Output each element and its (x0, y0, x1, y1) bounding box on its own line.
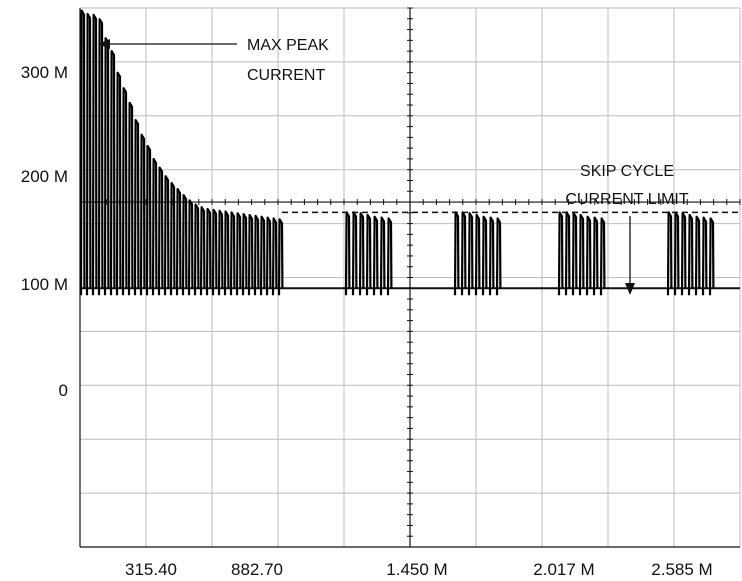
current-spike (488, 216, 495, 296)
current-spike (133, 119, 140, 296)
current-spike (460, 211, 467, 296)
x-tick-label: 1.450 M (386, 560, 447, 579)
current-spike (467, 212, 474, 296)
current-spike (599, 217, 606, 296)
current-spike (211, 208, 218, 296)
x-tick-labels: 315.40 882.70 1.450 M 2.017 M 2.585 M (125, 560, 713, 579)
current-spike (564, 211, 571, 296)
current-spike (365, 213, 372, 296)
current-spike (708, 217, 715, 296)
skip-cycle-annotation: SKIP CYCLE CURRENT LIMIT (565, 163, 689, 295)
current-spike (145, 144, 152, 296)
current-spike (217, 209, 224, 296)
current-spike (578, 213, 585, 296)
current-spike (592, 216, 599, 296)
current-spike (151, 157, 158, 296)
current-spike (253, 214, 260, 296)
skip-cycle-arrowhead (625, 283, 635, 295)
current-spike (91, 13, 98, 296)
y-tick-label: 0 (59, 381, 68, 400)
current-spike (481, 215, 488, 296)
max-peak-arrowhead (98, 39, 110, 49)
current-spike (103, 37, 110, 296)
current-spike (115, 71, 122, 296)
current-spike (687, 213, 694, 296)
current-spike (701, 216, 708, 296)
current-spike (351, 211, 358, 296)
current-spike (79, 9, 86, 296)
current-spike (386, 217, 393, 296)
current-spike (127, 101, 134, 296)
current-spike (109, 50, 116, 296)
current-spike (163, 175, 170, 296)
x-tick-label: 315.40 (125, 560, 177, 579)
current-spike (680, 212, 687, 296)
current-spike (85, 12, 92, 296)
current-spike (205, 207, 212, 296)
x-tick-label: 882.70 (231, 560, 283, 579)
current-spike (666, 211, 673, 296)
skip-cycle-label-line2: CURRENT LIMIT (565, 191, 688, 208)
current-spike (157, 166, 164, 296)
current-spike (694, 215, 701, 296)
current-spike (358, 212, 365, 296)
current-spike (571, 212, 578, 296)
max-peak-annotation: MAX PEAK CURRENT (98, 37, 329, 84)
current-waveform (79, 9, 740, 296)
max-peak-label-line1: MAX PEAK (247, 37, 329, 54)
current-spike (495, 217, 502, 296)
current-spike (344, 211, 351, 296)
current-spike (175, 188, 182, 296)
current-spike (557, 211, 564, 296)
current-spike (379, 216, 386, 296)
y-tick-labels: 300 M 200 M 100 M 0 (21, 63, 68, 400)
current-spike (259, 215, 266, 296)
current-spike (139, 133, 146, 296)
max-peak-label-line2: CURRENT (247, 67, 325, 84)
current-spike (97, 18, 104, 296)
x-tick-label: 2.017 M (533, 560, 594, 579)
current-spike (453, 211, 460, 296)
current-spike (199, 206, 206, 296)
x-tick-label: 2.585 M (651, 560, 712, 579)
current-spike (372, 215, 379, 296)
y-tick-label: 100 M (21, 275, 68, 294)
current-spike (235, 212, 242, 296)
skip-cycle-label-line1: SKIP CYCLE (580, 163, 674, 180)
current-spike (169, 181, 176, 296)
current-spike (277, 218, 284, 296)
current-spike (271, 217, 278, 296)
current-spike (121, 87, 128, 296)
current-spike (223, 210, 230, 296)
current-spike (265, 216, 272, 296)
current-spike (673, 211, 680, 296)
current-spike (187, 199, 194, 296)
current-spike (247, 213, 254, 296)
y-tick-label: 300 M (21, 63, 68, 82)
current-spike (181, 194, 188, 296)
current-spike (585, 215, 592, 296)
current-spike (241, 213, 248, 296)
current-spike (229, 211, 236, 296)
current-spike (193, 203, 200, 296)
current-spike (474, 213, 481, 296)
y-tick-label: 200 M (21, 167, 68, 186)
